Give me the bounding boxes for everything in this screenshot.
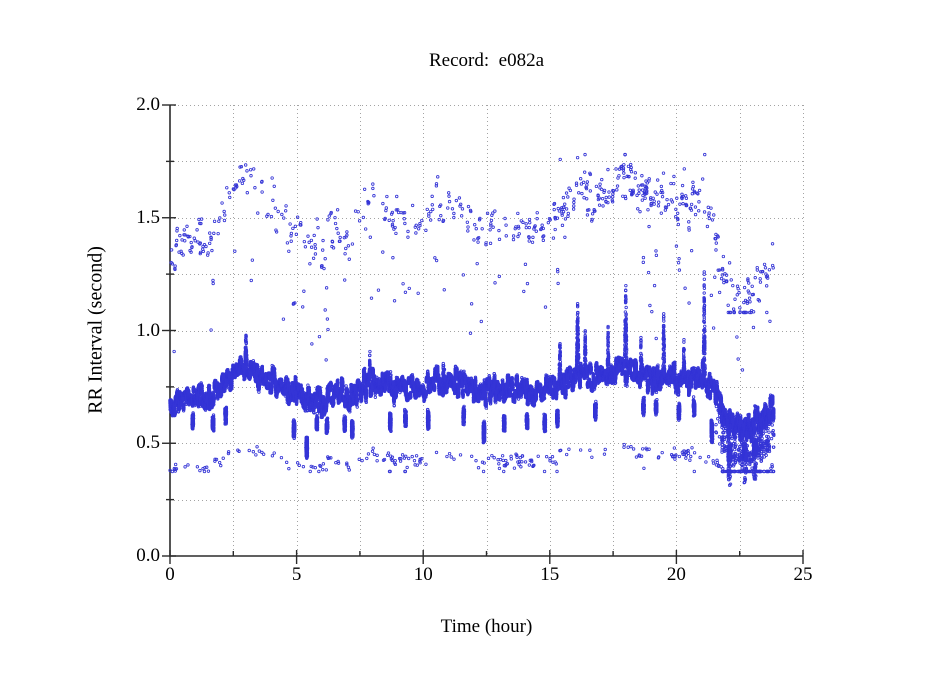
x-tick-label: 25 [793,564,813,585]
y-tick-label: 1.5 [136,206,160,228]
x-tick-label: 5 [291,564,302,585]
x-tick-label: 20 [666,564,686,585]
x-tick-label: 10 [413,564,433,585]
y-tick-label: 0.5 [136,432,160,454]
y-tick-label: 1.0 [136,319,160,341]
chart-title: Record: e082a [428,50,544,71]
x-tick-label: 15 [540,564,560,585]
x-tick-label: 0 [165,564,175,585]
y-tick-label: 0.0 [136,545,160,566]
y-tick-label: 2.0 [136,94,160,115]
x-axis-title: Time (hour) [440,616,533,637]
